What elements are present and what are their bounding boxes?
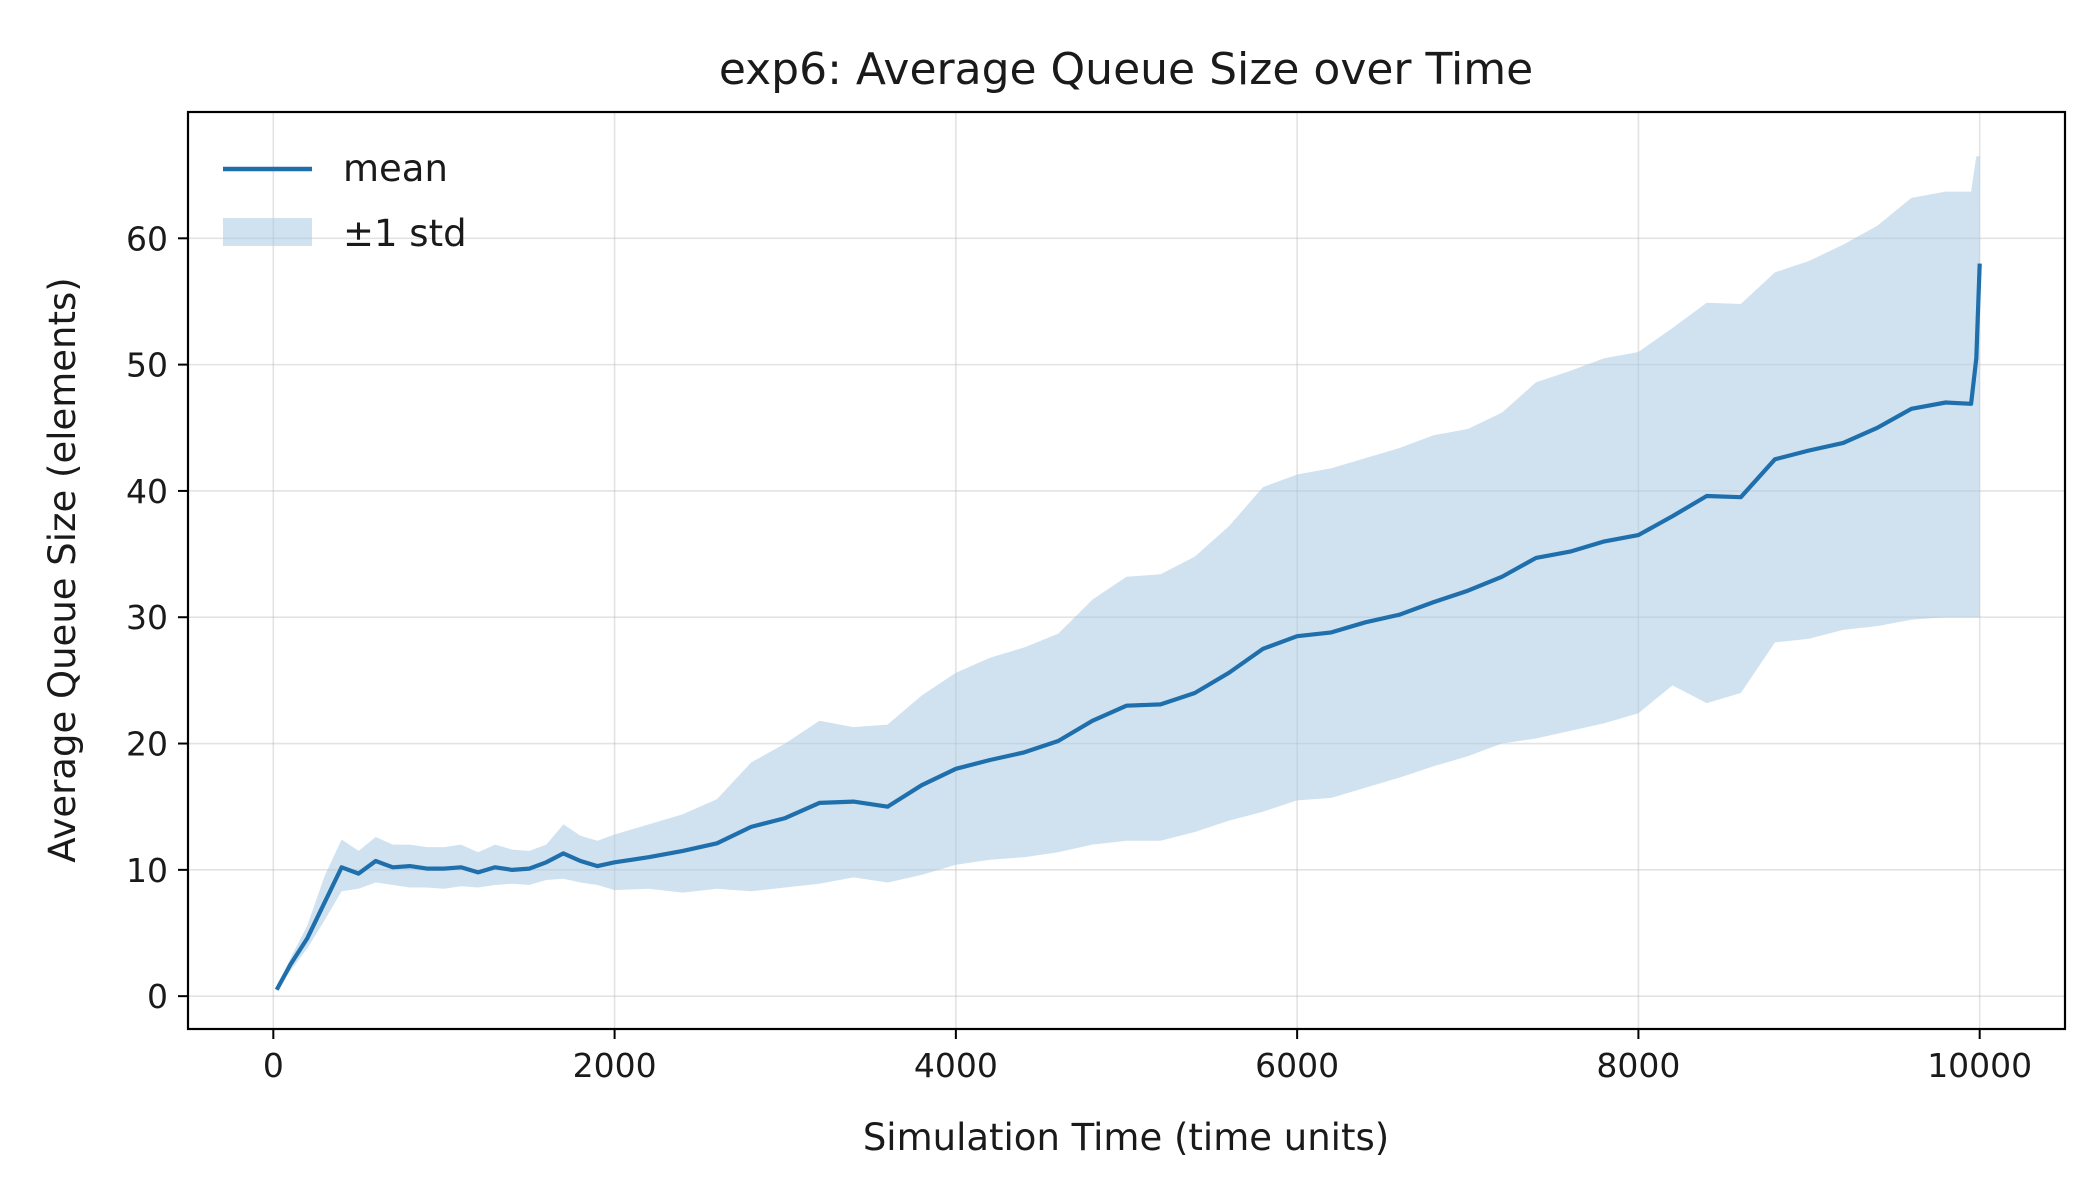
- legend: mean ±1 std: [223, 147, 467, 255]
- x-tick-label: 10000: [1927, 1046, 2032, 1085]
- y-tick-label: 0: [147, 977, 168, 1016]
- plot-frame: [186, 110, 2067, 1031]
- x-tick-label: 4000: [914, 1046, 998, 1085]
- legend-std-swatch: [223, 218, 312, 246]
- x-tick-label: 2000: [573, 1046, 657, 1085]
- std-band: [276, 156, 1980, 992]
- y-tick-label: 20: [126, 725, 168, 764]
- chart-title: exp6: Average Queue Size over Time: [719, 44, 1533, 95]
- y-tick-label: 60: [126, 219, 168, 258]
- y-tick-label: 30: [126, 598, 168, 637]
- legend-mean-label: mean: [343, 147, 448, 190]
- x-tick-label: 0: [263, 1046, 284, 1085]
- y-tick-label: 10: [126, 851, 168, 890]
- x-axis-label: Simulation Time (time units): [863, 1116, 1389, 1159]
- mean-line: [274, 263, 1982, 991]
- x-tick-label: 6000: [1255, 1046, 1339, 1085]
- y-tick-label: 40: [126, 472, 168, 511]
- mean-line-layer: [274, 263, 1982, 991]
- axis-ticks: 0 2000 4000 6000 8000 10000 0 10 20 30 40 50 60: [126, 219, 2032, 1085]
- legend-std-label: ±1 std: [343, 212, 467, 255]
- std-band-layer: [276, 156, 1980, 992]
- y-tick-label: 50: [126, 346, 168, 385]
- y-axis-label: Average Queue Size (elements): [41, 277, 84, 862]
- x-tick-label: 8000: [1596, 1046, 1680, 1085]
